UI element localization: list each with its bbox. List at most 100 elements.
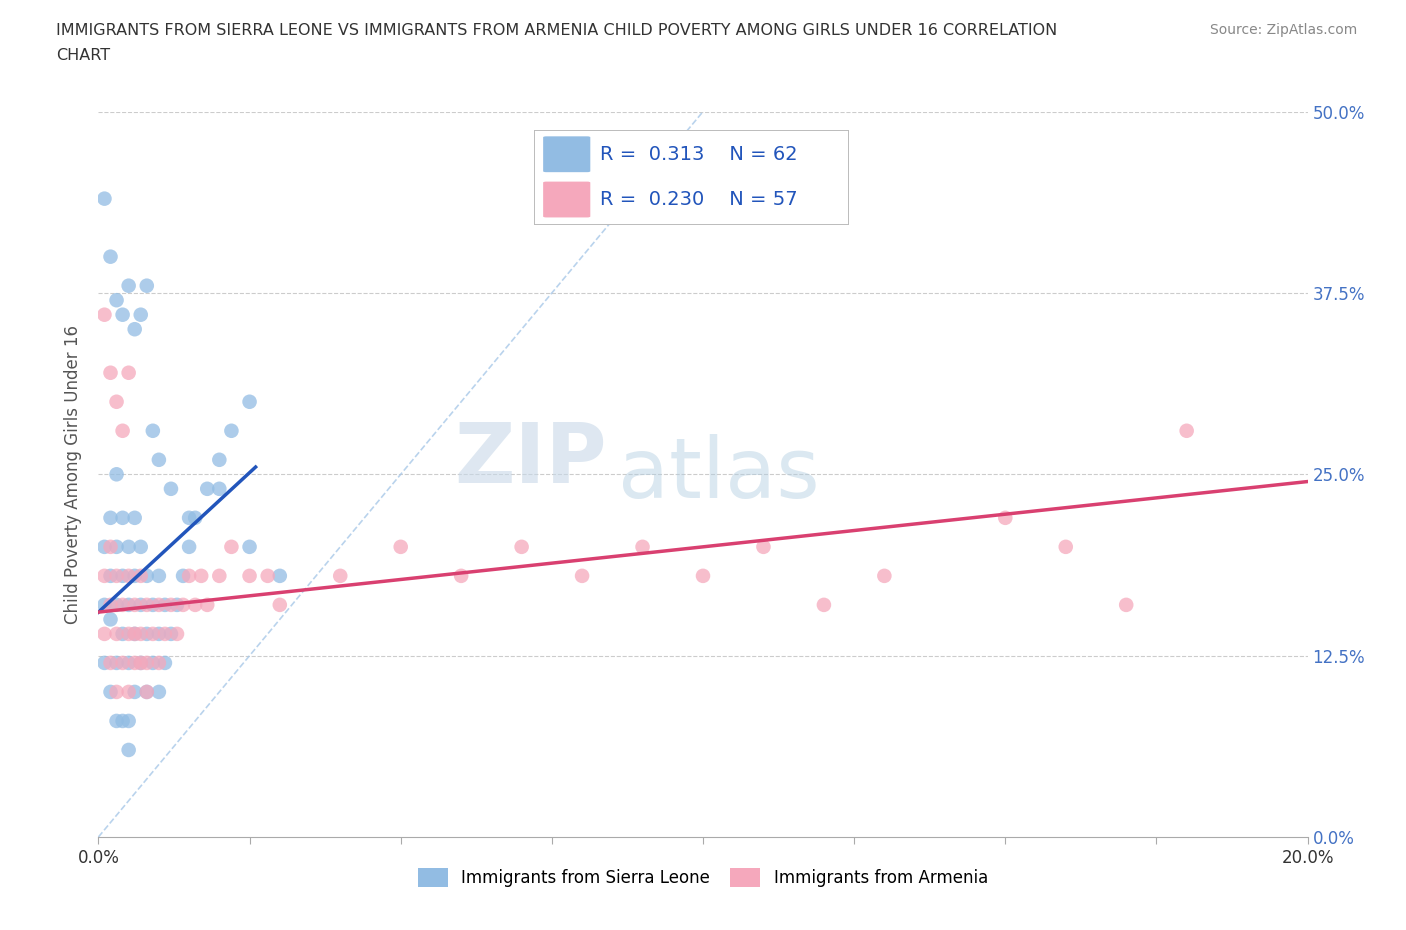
Point [160,597,183,612]
Point [118,365,141,380]
Point [994,511,1017,525]
Point [752,539,775,554]
Point [105,539,128,554]
Point [631,539,654,554]
Point [142,627,165,642]
Legend: Immigrants from Sierra Leone, Immigrants from Armenia: Immigrants from Sierra Leone, Immigrants… [412,861,994,894]
Point [100,568,122,583]
Point [124,684,146,699]
Y-axis label: Child Poverty Among Girls Under 16: Child Poverty Among Girls Under 16 [65,325,83,624]
Point [135,684,157,699]
Point [105,713,128,728]
Point [100,684,122,699]
Point [166,597,188,612]
Point [142,656,165,671]
Point [1115,597,1137,612]
Point [100,365,122,380]
Point [1175,423,1198,438]
Point [239,568,262,583]
Point [118,568,141,583]
Text: Source: ZipAtlas.com: Source: ZipAtlas.com [1209,23,1357,37]
Point [118,656,141,671]
Point [208,452,231,467]
Point [135,684,157,699]
Point [118,742,141,757]
Point [118,278,141,293]
Point [105,684,128,699]
Point [111,423,134,438]
Point [142,597,165,612]
Point [124,322,146,337]
Point [124,511,146,525]
Point [93,192,115,206]
Point [118,713,141,728]
Point [166,627,188,642]
Point [179,568,201,583]
Point [100,612,122,627]
Point [118,684,141,699]
Point [148,452,170,467]
Point [124,627,146,642]
Point [142,423,165,438]
Point [190,568,212,583]
Point [329,568,352,583]
Point [93,627,115,642]
Point [124,627,146,642]
Point [172,597,194,612]
Point [160,482,183,497]
Point [100,539,122,554]
Point [129,539,152,554]
Point [148,597,170,612]
Point [93,539,115,554]
Point [208,482,231,497]
Point [105,568,128,583]
Point [124,656,146,671]
Point [148,684,170,699]
Point [111,597,134,612]
Point [105,627,128,642]
Point [571,568,593,583]
Point [179,539,201,554]
Point [124,568,146,583]
Point [153,627,176,642]
Point [105,656,128,671]
Text: atlas: atlas [619,433,820,515]
Point [148,656,170,671]
Point [93,656,115,671]
Point [93,597,115,612]
Point [111,627,134,642]
Point [172,568,194,583]
Point [118,627,141,642]
Point [153,597,176,612]
Point [129,656,152,671]
Point [100,597,122,612]
Point [135,656,157,671]
Point [118,597,141,612]
Point [450,568,472,583]
Point [221,423,243,438]
Point [129,627,152,642]
Text: CHART: CHART [56,48,110,63]
Point [100,249,122,264]
Point [111,568,134,583]
Point [129,307,152,322]
Point [873,568,896,583]
Point [221,539,243,554]
Point [118,539,141,554]
Point [184,511,207,525]
Point [111,713,134,728]
Point [239,539,262,554]
Point [100,656,122,671]
Point [111,511,134,525]
Point [148,627,170,642]
Point [208,568,231,583]
Point [105,597,128,612]
Point [124,597,146,612]
Point [135,278,157,293]
Point [195,482,218,497]
Point [135,627,157,642]
Point [256,568,278,583]
Point [129,597,152,612]
Point [160,627,183,642]
Point [135,568,157,583]
